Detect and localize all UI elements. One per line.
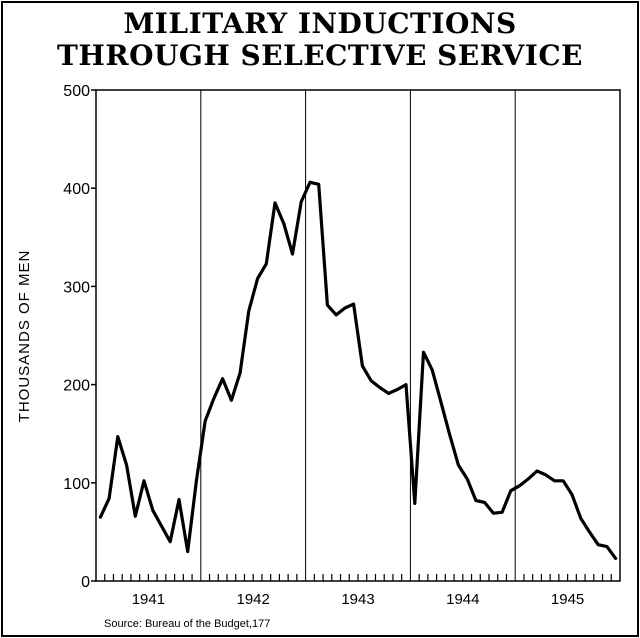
data-point xyxy=(457,464,460,466)
data-point xyxy=(597,543,599,546)
data-point xyxy=(413,502,416,505)
data-point xyxy=(440,401,442,404)
y-axis-label: THOUSANDS OF MEN xyxy=(16,250,33,423)
x-year-label: 1944 xyxy=(446,591,479,608)
data-point xyxy=(501,511,503,514)
data-point xyxy=(204,420,206,422)
data-point xyxy=(265,263,268,265)
series-line xyxy=(98,180,618,561)
data-point xyxy=(335,314,337,316)
data-point xyxy=(579,517,582,519)
x-year-label: 1942 xyxy=(237,591,270,608)
data-point xyxy=(588,531,591,533)
data-point xyxy=(562,480,565,482)
data-point xyxy=(282,222,285,225)
data-point xyxy=(527,478,530,480)
data-point xyxy=(300,201,303,203)
data-point xyxy=(317,183,320,186)
data-point xyxy=(99,516,102,518)
data-point xyxy=(256,277,259,280)
y-tick-label: 300 xyxy=(63,279,90,296)
data-point xyxy=(553,480,556,482)
data-point xyxy=(614,557,617,560)
data-point xyxy=(536,470,538,472)
data-point xyxy=(291,253,294,255)
data-point xyxy=(352,303,355,305)
data-point xyxy=(466,478,468,480)
data-point xyxy=(518,484,521,487)
data-point xyxy=(510,489,512,492)
data-point xyxy=(134,515,137,517)
data-point xyxy=(125,464,128,466)
data-point xyxy=(571,493,573,496)
y-tick-label: 0 xyxy=(81,574,90,591)
chart-title-line-2: THROUGH SELECTIVE SERVICE xyxy=(57,39,583,72)
data-point xyxy=(387,392,390,395)
data-point xyxy=(606,545,608,548)
data-point xyxy=(143,480,145,482)
x-year-label: 1945 xyxy=(551,591,584,608)
data-point xyxy=(195,480,198,482)
y-tick-label: 400 xyxy=(63,181,90,198)
data-point xyxy=(178,498,180,501)
data-point xyxy=(396,388,399,391)
y-tick-label: 100 xyxy=(63,476,90,493)
chart-title: MILITARY INDUCTIONS THROUGH SELECTIVE SE… xyxy=(0,8,640,72)
data-point xyxy=(544,474,547,476)
data-point xyxy=(221,377,224,380)
data-point xyxy=(379,386,381,389)
data-point xyxy=(344,307,346,309)
data-point xyxy=(230,399,233,402)
data-point xyxy=(370,379,372,382)
data-point xyxy=(274,202,276,204)
data-point xyxy=(405,383,407,386)
data-point xyxy=(448,433,451,436)
data-point xyxy=(309,181,311,184)
chart-title-line-1: MILITARY INDUCTIONS xyxy=(123,7,517,40)
data-point xyxy=(326,304,329,306)
x-year-label: 1941 xyxy=(132,591,165,608)
data-point xyxy=(186,550,189,553)
y-tick-label: 200 xyxy=(63,378,90,395)
data-point xyxy=(475,499,477,502)
data-point xyxy=(151,509,154,512)
data-point xyxy=(160,525,163,527)
y-tick-label: 500 xyxy=(63,83,90,100)
data-point xyxy=(361,365,364,367)
data-point xyxy=(169,540,172,543)
data-point xyxy=(117,435,119,438)
data-point xyxy=(108,497,110,500)
data-point xyxy=(483,501,486,504)
x-year-label: 1943 xyxy=(341,591,374,608)
source-note: Source: Bureau of the Budget,177 xyxy=(104,618,271,630)
data-point xyxy=(431,369,434,371)
data-point xyxy=(422,351,425,353)
data-point xyxy=(248,310,250,312)
data-point xyxy=(213,397,215,400)
data-point xyxy=(492,512,495,515)
data-point xyxy=(239,372,241,374)
